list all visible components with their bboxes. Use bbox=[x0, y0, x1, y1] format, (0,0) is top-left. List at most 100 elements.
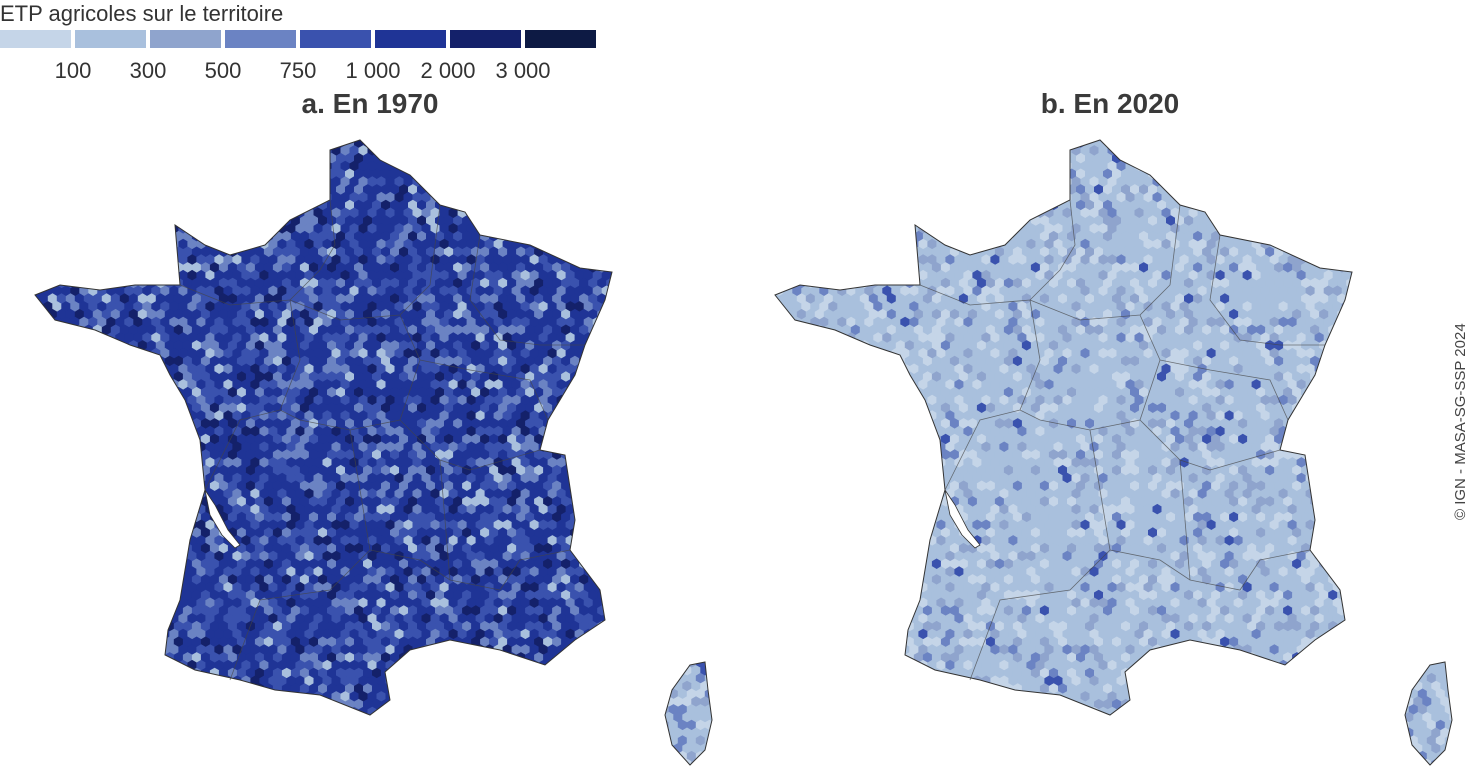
hex-cell bbox=[336, 449, 346, 461]
hex-cell bbox=[561, 308, 571, 320]
hex-cell bbox=[448, 675, 459, 687]
hex-cell bbox=[214, 238, 224, 250]
hex-cell bbox=[88, 207, 98, 219]
hex-cell bbox=[345, 636, 355, 648]
hex-cell bbox=[56, 262, 67, 274]
hex-cell bbox=[385, 254, 395, 266]
hex-cell bbox=[83, 652, 94, 664]
hex-cell bbox=[399, 140, 409, 149]
hex-cell bbox=[313, 503, 323, 515]
hex-cell bbox=[376, 425, 386, 437]
hex-cell bbox=[277, 644, 287, 656]
hex-cell bbox=[52, 597, 62, 609]
hex-cell bbox=[426, 262, 436, 274]
hex-cell bbox=[457, 140, 468, 141]
hex-cell bbox=[457, 441, 468, 453]
hex-cell bbox=[137, 542, 148, 554]
hex-cell bbox=[574, 472, 585, 484]
hex-cell bbox=[390, 605, 400, 617]
hex-cell bbox=[25, 566, 35, 577]
hex-cell bbox=[236, 698, 247, 710]
hex-cell bbox=[403, 550, 413, 562]
hex-cell bbox=[511, 394, 522, 406]
hex-cell bbox=[236, 371, 247, 383]
hex-cell bbox=[354, 340, 364, 352]
hex-cell bbox=[552, 277, 562, 289]
hex-cell bbox=[281, 308, 292, 320]
hex-cell bbox=[583, 140, 594, 141]
hex-cell bbox=[137, 480, 148, 492]
hex-cell bbox=[61, 457, 71, 469]
hex-cell bbox=[92, 652, 103, 664]
hex-cell bbox=[552, 262, 562, 274]
hex-cell bbox=[142, 363, 152, 375]
hex-cell bbox=[354, 277, 364, 289]
hex-cell bbox=[367, 160, 377, 172]
hex-cell bbox=[543, 496, 553, 508]
hex-cell bbox=[101, 418, 112, 430]
hex-cell bbox=[119, 293, 130, 305]
hex-cell bbox=[372, 558, 382, 570]
hex-cell bbox=[308, 140, 319, 149]
hex-cell bbox=[56, 496, 67, 508]
hex-cell bbox=[191, 558, 202, 570]
hex-cell bbox=[196, 332, 206, 344]
hex-cell bbox=[128, 246, 139, 258]
hex-cell bbox=[155, 371, 166, 383]
hex-cell bbox=[35, 160, 44, 172]
hex-cell bbox=[263, 574, 274, 586]
hex-cell bbox=[178, 301, 188, 313]
hex-cell bbox=[254, 698, 265, 710]
hex-cell bbox=[178, 176, 188, 188]
hex-cell bbox=[538, 566, 549, 578]
hex-cell bbox=[372, 511, 382, 523]
hex-cell bbox=[484, 160, 495, 172]
hex-cell bbox=[142, 394, 152, 406]
hex-cell bbox=[430, 457, 441, 469]
hex-cell bbox=[35, 145, 44, 157]
hex-cell bbox=[191, 215, 202, 227]
hex-cell bbox=[439, 223, 450, 235]
hex-cell bbox=[480, 527, 490, 539]
hex-cell bbox=[565, 628, 576, 640]
hex-cell bbox=[570, 480, 580, 492]
hex-cell bbox=[88, 379, 98, 391]
hex-cell bbox=[588, 230, 598, 242]
hex-cell bbox=[547, 347, 558, 359]
hex-cell bbox=[254, 652, 265, 664]
hex-cell bbox=[155, 714, 166, 715]
hex-cell bbox=[498, 246, 508, 258]
hex-cell bbox=[349, 316, 359, 328]
hex-cell bbox=[601, 269, 612, 281]
hex-cell bbox=[538, 316, 549, 328]
hex-cell bbox=[493, 301, 504, 313]
hex-cell bbox=[263, 355, 274, 367]
hex-cell bbox=[588, 589, 598, 601]
hex-cell bbox=[263, 605, 274, 617]
hex-cell bbox=[336, 605, 346, 617]
hex-cell bbox=[349, 254, 359, 266]
hex-cell bbox=[592, 628, 603, 640]
hex-cell bbox=[133, 472, 143, 484]
hex-cell bbox=[205, 176, 215, 188]
hex-cell bbox=[453, 558, 463, 570]
hex-cell bbox=[484, 503, 495, 515]
hex-cell bbox=[119, 140, 130, 149]
hex-cell bbox=[556, 691, 567, 703]
hex-cell bbox=[525, 215, 535, 227]
hex-cell bbox=[97, 488, 107, 500]
hex-cell bbox=[245, 371, 256, 383]
hex-cell bbox=[606, 371, 612, 383]
hex-cell bbox=[457, 535, 468, 547]
hex-cell bbox=[35, 308, 40, 320]
hex-cell bbox=[430, 332, 441, 344]
hex-cell bbox=[35, 246, 40, 258]
hex-cell bbox=[511, 254, 522, 266]
hex-cell bbox=[457, 145, 468, 157]
hex-cell bbox=[236, 340, 247, 352]
hex-cell bbox=[83, 683, 94, 695]
hex-cell bbox=[610, 363, 612, 375]
hex-cell bbox=[507, 558, 517, 570]
hex-cell bbox=[259, 659, 269, 671]
hex-cell bbox=[592, 550, 603, 562]
